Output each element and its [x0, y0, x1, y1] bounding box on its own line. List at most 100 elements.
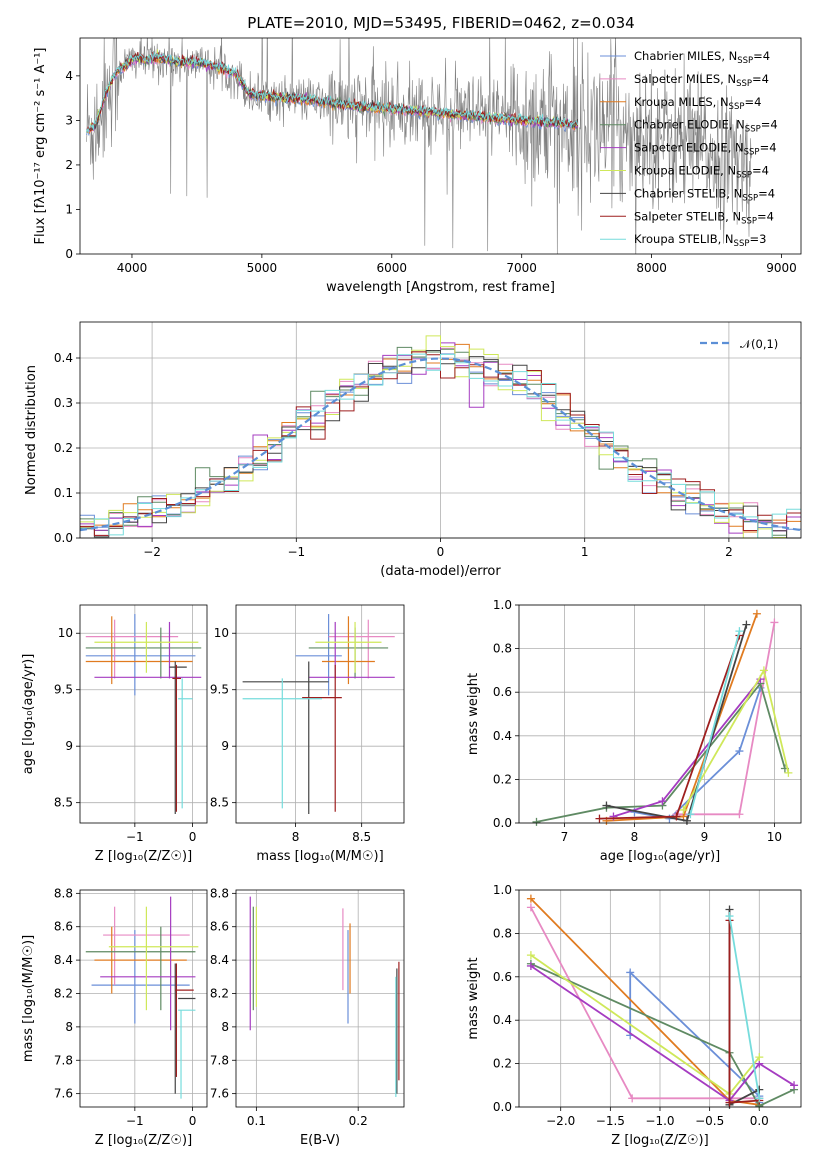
y-tick-label: 7.6 [54, 1087, 73, 1101]
legend-entry-value: =4 [752, 72, 769, 86]
y-tick-label: 8.6 [210, 920, 229, 934]
axes-frame [79, 37, 802, 255]
y-tick-label: 8.6 [54, 920, 73, 934]
y-tick-label: 8.8 [54, 886, 73, 900]
y-tick-label: 1 [65, 202, 73, 216]
y-axis-label: Normed distribution [24, 365, 39, 495]
legend-entry: Salpeter ELODIE, NSSP=4 [634, 141, 777, 158]
y-tick-label: 8.4 [210, 953, 229, 967]
x-tick-label: 5000 [247, 261, 278, 275]
weight-marker [526, 894, 535, 903]
y-tick-label: 2 [65, 158, 73, 172]
x-tick-label: 0 [189, 1114, 197, 1128]
y-tick-label: 8.8 [210, 886, 229, 900]
panel-mass_vs_Z: −1 0 7.6 7.8 8 8.2 8.4 8.6 8.8 Z [log₁₀(Z/Z☉)] mas… [21, 886, 208, 1148]
x-tick-label: 2 [725, 545, 733, 559]
weight-marker [609, 812, 618, 821]
x-tick-label: 0.1 [247, 1114, 266, 1128]
legend-entry-value: =4 [752, 164, 769, 178]
normal-curve [79, 357, 802, 532]
x-tick-label: −1 [126, 1114, 144, 1128]
y-tick-label: 1.0 [493, 883, 512, 897]
legend-subscript: SSP [736, 171, 752, 181]
y-tick-label: 0.6 [493, 970, 512, 984]
y-axis-label: Flux [fλ10⁻¹⁷ erg cm⁻² s⁻¹ A⁻¹] [33, 48, 48, 245]
y-tick-label: 3 [65, 113, 73, 127]
weight-line [530, 962, 795, 1108]
legend-entry: Chabrier ELODIE, NSSP=4 [634, 118, 778, 135]
x-axis-label: Z [log₁₀(Z/Z☉)] [611, 1133, 708, 1148]
y-tick-label: 0 [65, 247, 73, 261]
panel-age_vs_mass: 8 8.5 8.5 9 9.5 10 mass [log₁₀(M/M☉)] [210, 604, 405, 864]
x-tick-label: −0.5 [695, 1114, 724, 1128]
axes-frame [79, 889, 208, 1108]
x-axis-label: wavelength [Angstrom, rest frame] [326, 280, 555, 295]
y-tick-label: 0.2 [493, 772, 512, 786]
x-tick-label: 0 [189, 830, 197, 844]
weight-marker [679, 805, 688, 814]
weight-marker [658, 797, 667, 806]
legend-subscript: SSP [744, 148, 760, 158]
y-tick-label: 8 [65, 1020, 73, 1034]
x-axis-label: E(B-V) [300, 1133, 340, 1148]
x-tick-label: −1 [126, 830, 144, 844]
x-tick-label: 7000 [506, 261, 537, 275]
plot-area [242, 614, 395, 814]
legend-subscript: SSP [741, 216, 757, 226]
y-tick-label: 9 [221, 739, 229, 753]
axes-frame [79, 604, 208, 824]
weight-marker [755, 1094, 764, 1103]
weight-marker [735, 627, 744, 636]
y-tick-label: 0.0 [54, 531, 73, 545]
legend-subscript: SSP [737, 56, 753, 66]
y-tick-label: 10 [58, 626, 73, 640]
axes-frame [235, 604, 405, 824]
plot-area [532, 609, 793, 826]
weight-marker [770, 618, 779, 627]
x-tick-label: 9 [701, 830, 709, 844]
y-tick-label: 0.3 [54, 396, 73, 410]
x-tick-label: 9000 [766, 261, 797, 275]
legend-subscript: SSP [734, 239, 750, 249]
y-tick-label: 7.8 [210, 1053, 229, 1067]
weight-marker [742, 620, 751, 629]
legend-entry: Kroupa STELIB, NSSP=3 [634, 232, 766, 249]
panel-weight_vs_age: 7 8 9 10 0.0 0.2 0.4 0.6 0.8 1.0 age [log₁₀(age/yr… [466, 598, 802, 864]
weight-line [728, 915, 761, 1099]
weight-marker [790, 1081, 799, 1090]
legend-entry-value: =4 [744, 95, 761, 109]
x-tick-label: 8 [631, 830, 639, 844]
legend-entry-value: =4 [757, 209, 774, 223]
y-axis-label: mass weight [466, 673, 481, 755]
panel-age_vs_Z: −1 0 8.5 9 9.5 10 Z [log₁₀(Z/Z☉)] age [log₁₀(ag… [21, 604, 208, 864]
weight-marker [735, 810, 744, 819]
model-spectrum-line [86, 51, 578, 134]
y-tick-label: 9.5 [54, 683, 73, 697]
legend-entry: Chabrier MILES, NSSP=4 [634, 49, 770, 66]
weight-marker [602, 801, 611, 810]
weight-marker [526, 903, 535, 912]
weight-line [530, 965, 795, 1102]
x-tick-label: 0 [437, 545, 445, 559]
weight-marker [752, 609, 761, 618]
legend-subscript: SSP [736, 79, 752, 89]
data-spectrum-line [86, 38, 752, 254]
axes-frame [79, 321, 802, 539]
weight-line [689, 630, 741, 815]
y-tick-label: 0.1 [54, 486, 73, 500]
weight-marker [735, 747, 744, 756]
weight-marker [595, 814, 604, 823]
weight-marker [725, 912, 734, 921]
weight-line [530, 954, 761, 1096]
legend-entry-value: =4 [760, 141, 777, 155]
y-tick-label: 8.2 [54, 986, 73, 1000]
x-tick-label: 8 [292, 830, 300, 844]
y-tick-label: 7.8 [54, 1053, 73, 1067]
x-tick-label: −2 [143, 545, 161, 559]
plot-area [85, 614, 202, 814]
x-tick-label: −1.0 [645, 1114, 674, 1128]
y-axis-label: mass [log₁₀(M/M☉)] [21, 935, 36, 1062]
panel-spectrum: 4000 5000 6000 7000 8000 9000 0 1 2 3 4 wavelength … [33, 37, 802, 295]
y-tick-label: 0.2 [493, 1057, 512, 1071]
